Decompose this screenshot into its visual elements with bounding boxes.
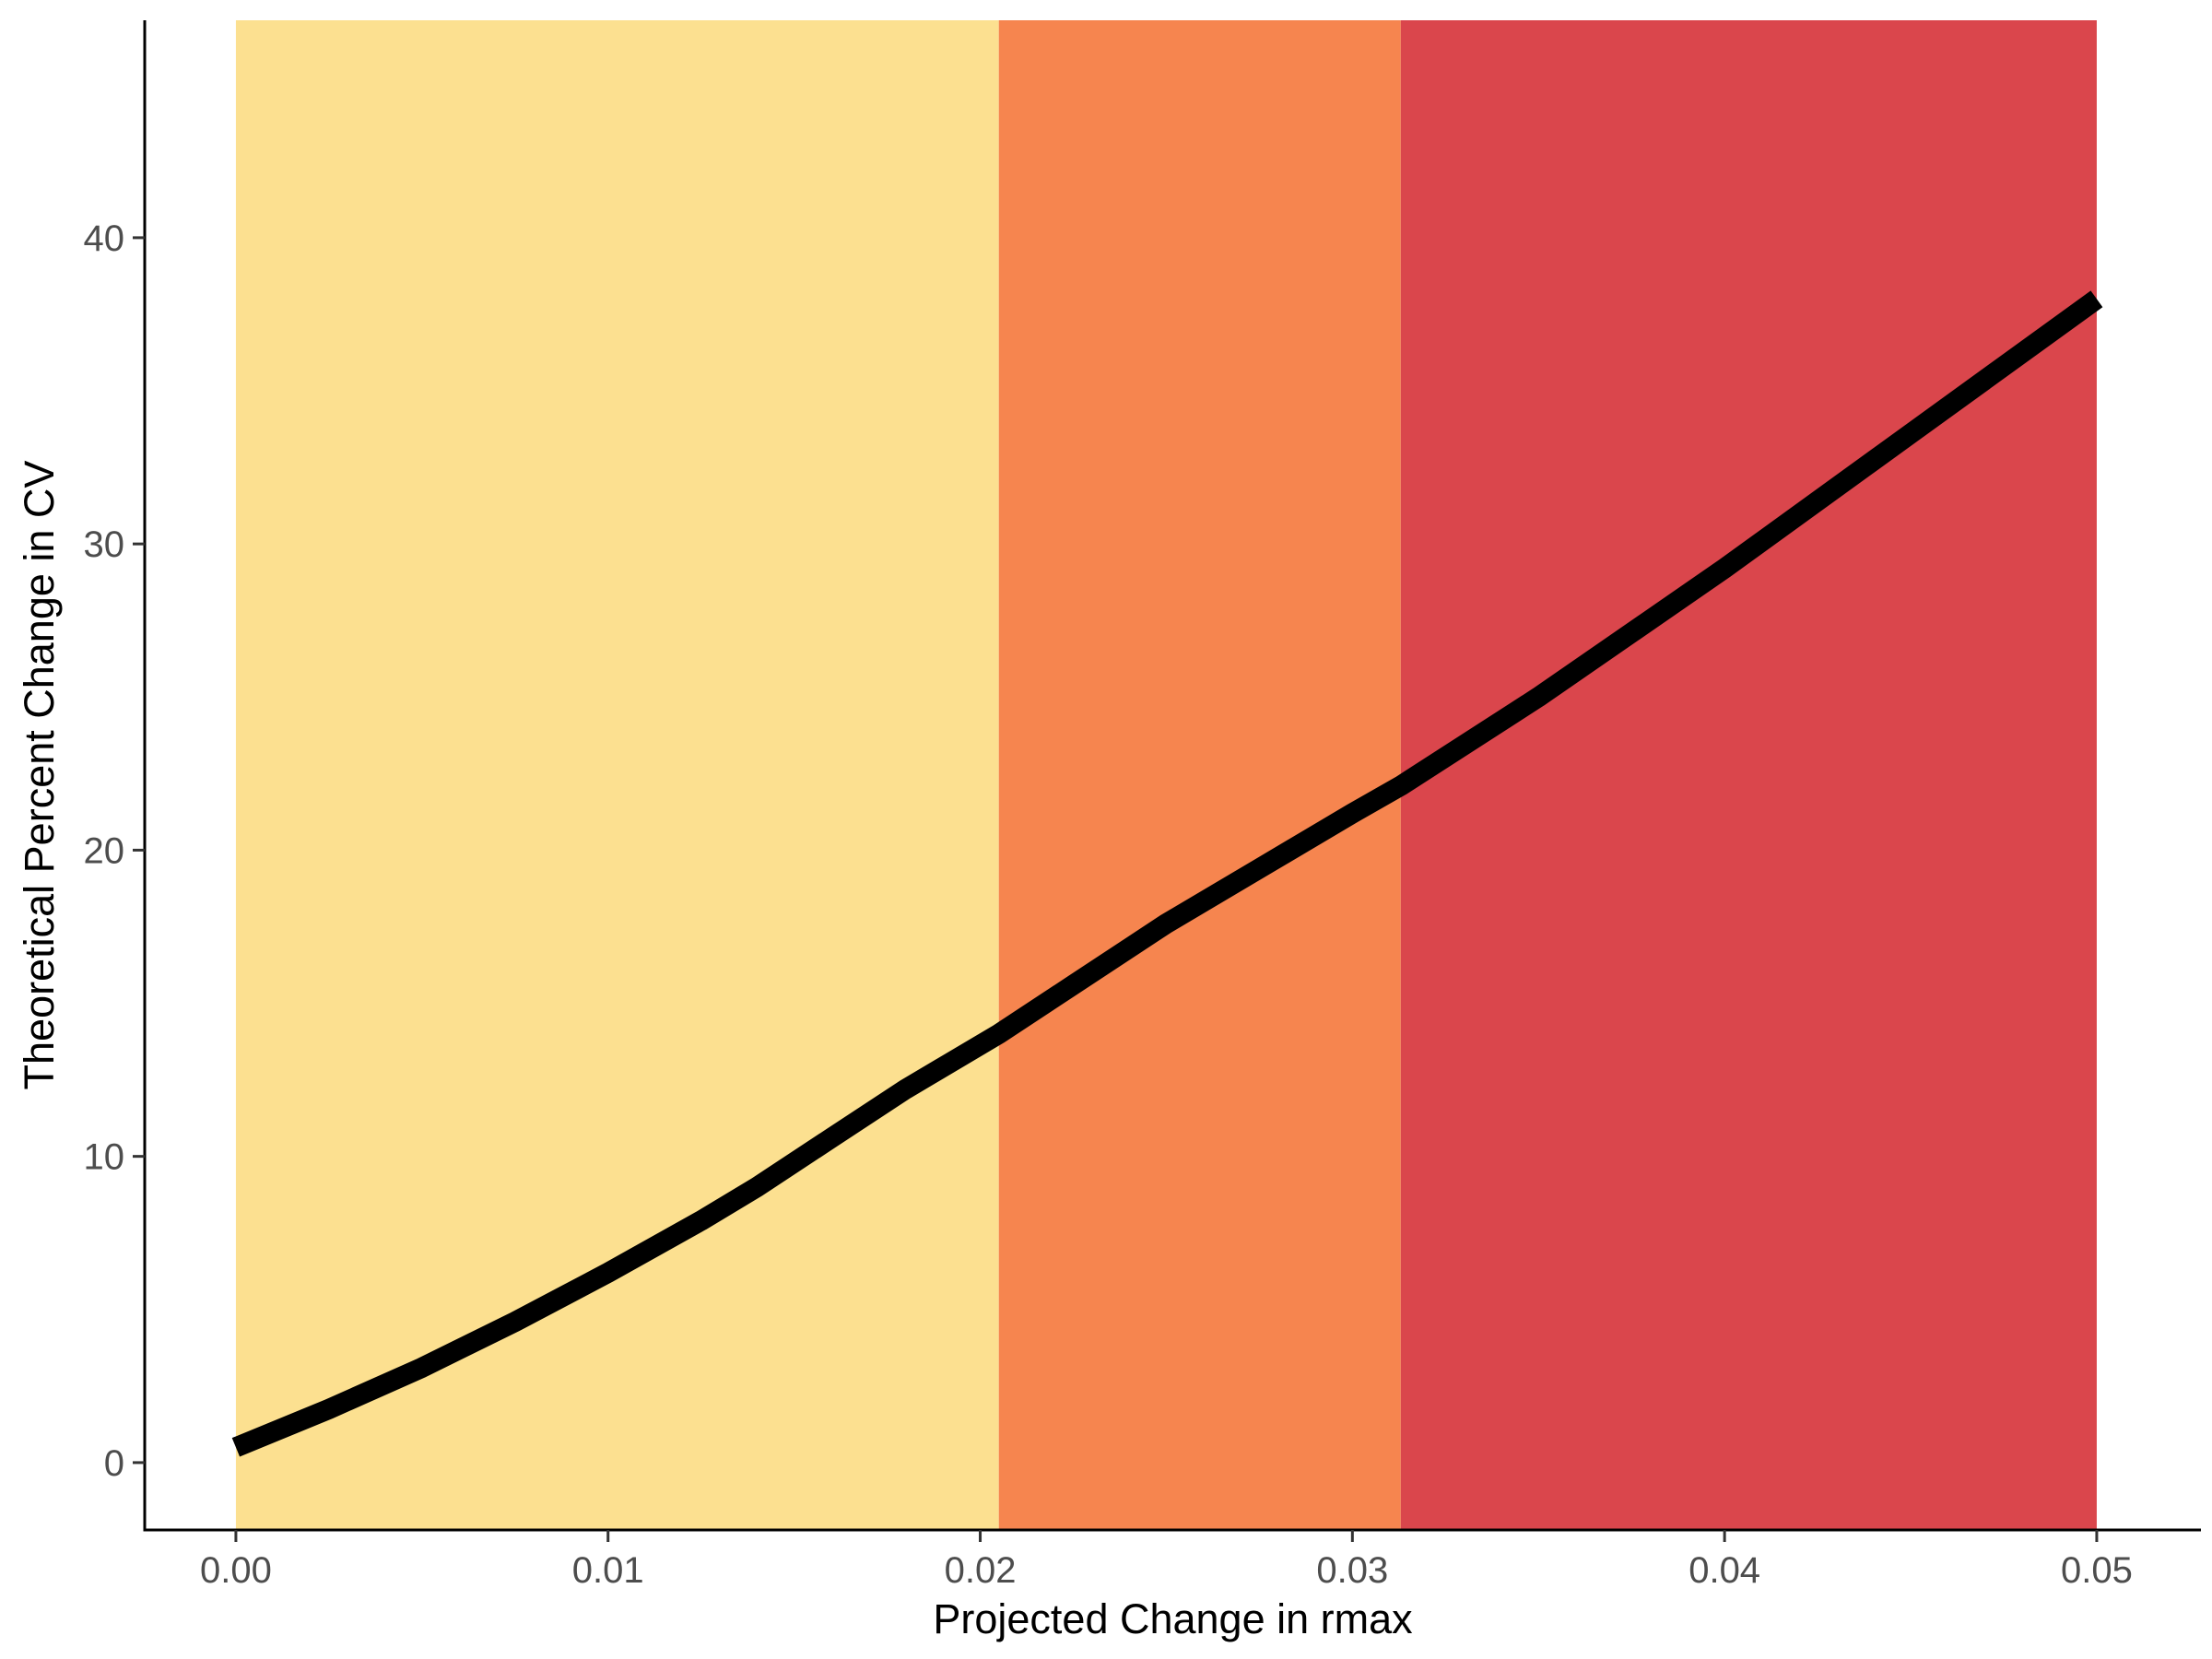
background-bands <box>235 20 2097 1530</box>
y-tick-label: 20 <box>84 830 125 871</box>
x-tick-label: 0.03 <box>1316 1550 1388 1591</box>
band-2 <box>998 20 1401 1530</box>
series-line-layer <box>231 290 2103 1457</box>
x-tick-label: 0.05 <box>2061 1550 2133 1591</box>
y-tick-label: 0 <box>104 1443 124 1484</box>
y-tick-label: 30 <box>84 524 125 565</box>
x-tick-label: 0.02 <box>945 1550 1017 1591</box>
y-tick-label: 40 <box>84 218 125 259</box>
series-line-1 <box>231 290 2103 1457</box>
x-axis-title: Projected Change in rmax <box>933 1595 1413 1642</box>
x-tick-label: 0.00 <box>200 1550 272 1591</box>
band-1 <box>235 20 999 1530</box>
x-tick-label: 0.04 <box>1688 1550 1760 1591</box>
x-tick-label: 0.01 <box>572 1550 644 1591</box>
tick-labels: 0.00 0.01 0.02 0.03 0.04 0.05 0 10 20 30 40 <box>84 218 2133 1591</box>
band-3 <box>1400 20 2097 1530</box>
axes <box>133 20 2201 1542</box>
y-tick-label: 10 <box>84 1137 125 1178</box>
y-axis-title: Theoretical Percent Change in CV <box>16 461 63 1090</box>
